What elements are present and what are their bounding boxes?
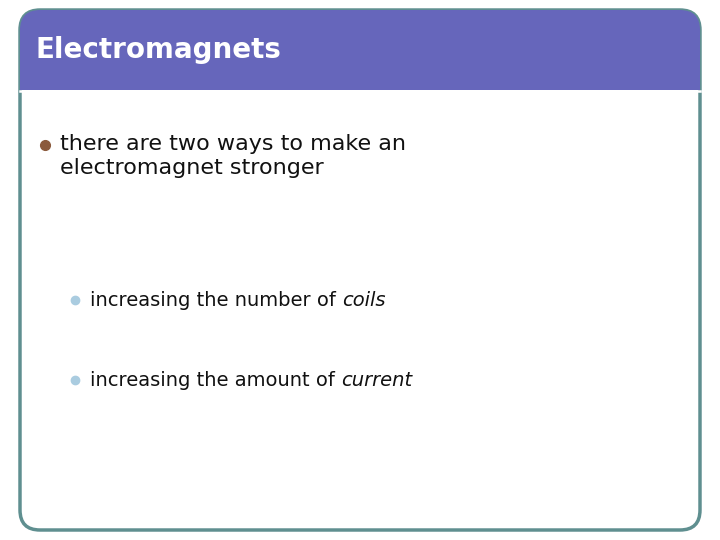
Text: current: current — [341, 370, 413, 389]
Text: Electromagnets: Electromagnets — [35, 36, 281, 64]
Text: increasing the amount of: increasing the amount of — [90, 370, 341, 389]
Text: coils: coils — [342, 291, 386, 309]
FancyBboxPatch shape — [20, 10, 700, 530]
Text: electromagnet stronger: electromagnet stronger — [60, 158, 324, 178]
Text: increasing the number of: increasing the number of — [90, 291, 342, 309]
Text: there are two ways to make an: there are two ways to make an — [60, 134, 406, 154]
Bar — [20, 50, 700, 90]
FancyBboxPatch shape — [20, 10, 700, 90]
